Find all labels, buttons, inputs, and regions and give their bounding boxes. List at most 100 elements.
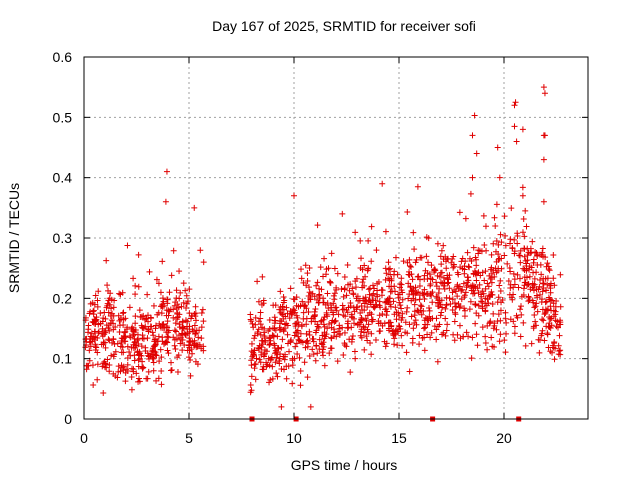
data-point <box>178 303 185 310</box>
data-point <box>152 325 159 332</box>
data-point <box>324 313 331 320</box>
data-point <box>92 334 99 341</box>
data-point <box>375 318 382 325</box>
data-point <box>523 223 530 230</box>
data-point <box>547 348 554 355</box>
data-point <box>154 338 161 345</box>
data-point <box>513 138 520 145</box>
data-point <box>304 278 311 285</box>
data-point <box>303 338 310 345</box>
data-point <box>136 348 143 355</box>
data-point <box>299 339 306 346</box>
data-point <box>266 341 273 348</box>
data-point <box>363 333 370 340</box>
data-point <box>408 287 415 294</box>
data-point <box>138 343 145 350</box>
data-point <box>158 324 165 331</box>
data-point <box>134 331 141 338</box>
data-point <box>98 341 105 348</box>
data-point <box>459 286 466 293</box>
data-point <box>254 330 261 337</box>
x-tick-label: 20 <box>496 430 512 446</box>
data-point <box>184 347 191 354</box>
data-point <box>382 343 389 350</box>
data-point <box>320 299 327 306</box>
data-point <box>539 316 546 323</box>
data-point <box>265 327 272 334</box>
data-point <box>284 331 291 338</box>
data-point <box>497 317 504 324</box>
data-point <box>341 273 348 280</box>
data-point <box>247 316 254 323</box>
data-point <box>329 317 336 324</box>
data-point <box>437 269 444 276</box>
data-point <box>426 304 432 311</box>
data-point <box>531 275 538 282</box>
data-point <box>473 262 480 269</box>
data-point <box>326 350 333 357</box>
data-point <box>460 280 467 287</box>
data-point <box>410 325 417 332</box>
data-point <box>189 312 195 319</box>
data-point <box>333 333 340 340</box>
data-point <box>94 297 101 304</box>
data-point <box>297 330 304 337</box>
data-point <box>426 271 433 278</box>
data-point <box>267 376 274 383</box>
data-point <box>122 378 129 385</box>
data-point <box>393 309 400 316</box>
data-point <box>158 381 165 388</box>
data-point <box>271 320 278 327</box>
data-point <box>280 294 287 301</box>
data-point <box>132 313 139 320</box>
data-point <box>467 298 474 305</box>
data-point <box>358 328 365 335</box>
data-point <box>536 336 543 343</box>
data-point <box>162 339 169 346</box>
data-point <box>388 322 395 329</box>
data-point <box>340 293 347 300</box>
data-point <box>263 348 270 355</box>
data-point <box>136 307 143 314</box>
data-point <box>106 327 113 334</box>
data-point <box>416 282 423 289</box>
data-point <box>482 295 489 302</box>
data-point <box>371 285 378 292</box>
data-point <box>350 291 357 298</box>
data-point <box>430 267 437 274</box>
data-point <box>90 382 97 389</box>
data-point <box>526 273 533 280</box>
data-point <box>525 293 532 300</box>
data-point <box>478 291 485 298</box>
data-point <box>302 344 309 351</box>
data-point <box>409 276 416 283</box>
data-point <box>524 257 531 264</box>
data-point <box>200 318 207 325</box>
data-point <box>497 288 504 295</box>
data-point <box>251 347 258 354</box>
data-point <box>346 336 353 343</box>
data-point <box>544 330 551 337</box>
data-point <box>511 323 518 330</box>
data-point <box>269 375 276 382</box>
data-point <box>454 281 461 288</box>
data-point <box>504 260 511 267</box>
data-point <box>316 295 323 302</box>
data-point <box>128 344 135 351</box>
data-point <box>357 237 364 244</box>
data-point <box>122 338 129 345</box>
data-point <box>400 258 407 265</box>
data-point <box>404 209 411 216</box>
data-point <box>186 339 193 346</box>
data-point <box>382 306 389 313</box>
data-point <box>105 336 112 343</box>
data-point <box>101 309 108 316</box>
data-point <box>139 365 146 372</box>
data-point <box>514 271 521 278</box>
data-point <box>402 329 409 336</box>
data-point <box>472 254 479 261</box>
data-point <box>416 296 423 303</box>
data-point <box>179 319 186 326</box>
data-point <box>90 311 97 318</box>
data-point <box>534 294 541 301</box>
